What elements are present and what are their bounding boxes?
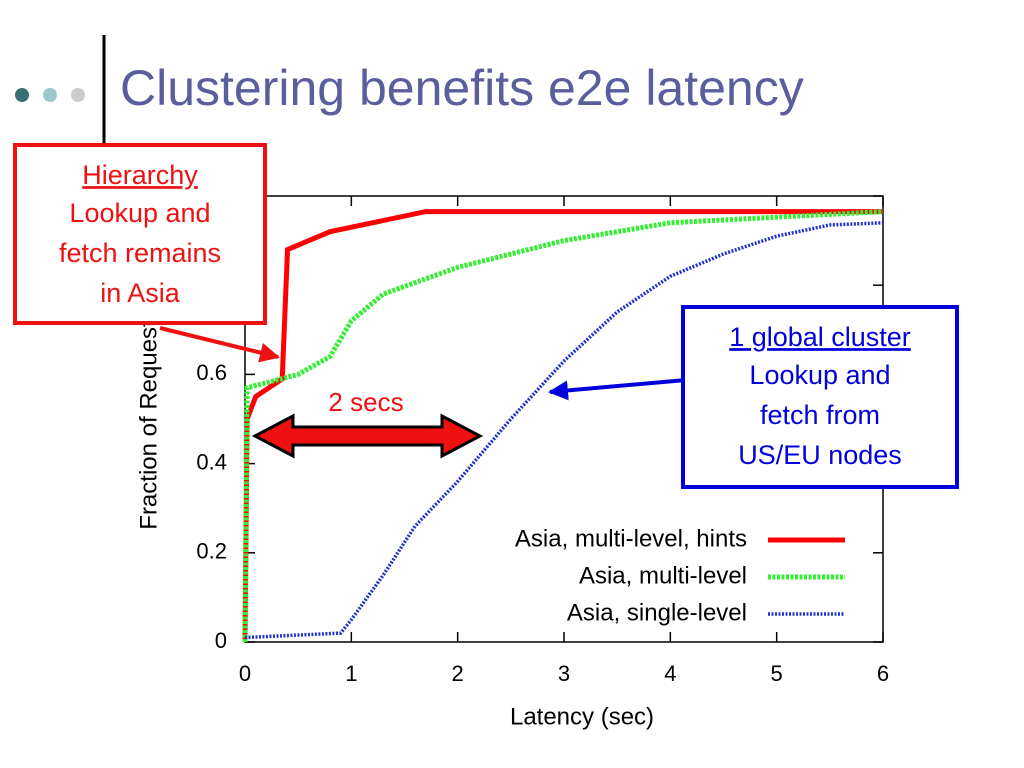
x-tick-label: 3 — [558, 661, 570, 686]
slide-title: Clustering benefits e2e latency — [120, 60, 804, 116]
y-tick-label: 0.6 — [196, 360, 227, 385]
callout-text: fetch remains — [59, 238, 221, 268]
y-tick-label: 0.2 — [196, 539, 227, 564]
x-tick-label: 4 — [664, 661, 676, 686]
x-tick-label: 2 — [452, 661, 464, 686]
y-tick-label: 0 — [215, 628, 227, 653]
callout-text: in Asia — [100, 278, 181, 308]
double-arrow — [251, 413, 484, 459]
callout-text: US/EU nodes — [738, 440, 902, 470]
legend-label: Asia, multi-level, hints — [515, 525, 747, 552]
callout-box — [681, 305, 959, 489]
callout-arrow — [159, 326, 280, 363]
x-tick-label: 1 — [345, 661, 357, 686]
legend-label: Asia, multi-level — [579, 562, 747, 589]
x-tick-label: 5 — [771, 661, 783, 686]
callout-text: Lookup and — [749, 360, 890, 390]
x-tick-label: 6 — [877, 661, 889, 686]
annotation-text: 2 secs — [328, 387, 403, 417]
callout-text: fetch from — [760, 400, 880, 430]
callout-heading: Hierarchy — [82, 160, 198, 190]
callout-text: Lookup and — [69, 198, 210, 228]
x-axis-label: Latency (sec) — [510, 703, 654, 730]
legend-label: Asia, single-level — [567, 599, 747, 626]
y-tick-label: 0.4 — [196, 449, 227, 474]
bullet-dot — [71, 88, 85, 102]
callout-box — [13, 143, 267, 325]
callout-arrow — [548, 378, 687, 401]
series-line — [242, 209, 884, 643]
y-axis-label: Fraction of Requests — [135, 308, 162, 529]
bullet-dot — [43, 88, 57, 102]
callout-heading: 1 global cluster — [729, 322, 911, 352]
x-tick-label: 0 — [239, 661, 251, 686]
bullet-dot — [15, 88, 29, 102]
